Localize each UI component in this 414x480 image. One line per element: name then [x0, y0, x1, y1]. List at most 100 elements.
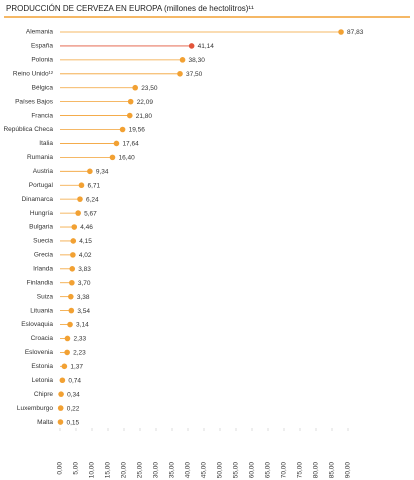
value-label: 23,50 — [141, 85, 158, 92]
dot — [59, 377, 66, 384]
value-label: 3,14 — [76, 322, 89, 329]
category-label: Grecia — [34, 252, 54, 259]
dot — [87, 168, 93, 175]
category-label: Suecia — [33, 238, 53, 245]
category-label: Portugal — [29, 182, 54, 189]
value-label: 2,23 — [73, 350, 86, 357]
dot — [71, 224, 78, 230]
value-label: 87,83 — [347, 29, 364, 36]
dot — [70, 238, 77, 244]
category-label: Suiza — [37, 293, 54, 300]
x-tick-label: 55,00 — [233, 462, 240, 479]
category-label: Bulgaria — [29, 224, 53, 231]
dot — [67, 321, 73, 328]
category-label: Malta — [37, 419, 53, 426]
dot — [109, 154, 116, 161]
dot — [58, 391, 64, 397]
dot — [113, 140, 120, 147]
category-label: Irlanda — [33, 266, 53, 273]
x-tick-label: 0,00 — [57, 462, 64, 475]
x-tick-label: 40,00 — [185, 462, 192, 479]
category-label: Eslovaquia — [21, 321, 53, 328]
value-label: 0,15 — [66, 419, 79, 426]
category-label: Chipre — [34, 391, 54, 398]
dot — [75, 210, 81, 216]
x-tick-label: 15,00 — [105, 462, 112, 479]
dot — [119, 126, 126, 133]
value-label: 0,34 — [67, 391, 80, 398]
value-label: 0,74 — [68, 377, 81, 384]
category-label: Croacia — [31, 335, 54, 342]
dot — [188, 43, 195, 49]
category-label: Italia — [39, 140, 53, 147]
value-label: 9,34 — [96, 169, 109, 176]
x-tick-label: 60,00 — [249, 462, 256, 479]
dot — [57, 419, 64, 425]
value-label: 6,24 — [86, 196, 99, 203]
value-label: 3,70 — [78, 280, 91, 287]
value-label: 38,30 — [189, 57, 206, 64]
value-label: 3,54 — [77, 308, 90, 315]
value-label: 2,33 — [73, 336, 86, 343]
value-label: 16,40 — [118, 155, 135, 162]
x-tick-label: 85,00 — [329, 462, 336, 479]
category-label: Letonia — [32, 377, 54, 384]
x-tick-label: 5,00 — [73, 462, 80, 475]
value-label: 17,64 — [122, 141, 139, 148]
category-label: Bélgica — [32, 84, 54, 91]
dot — [338, 29, 344, 35]
x-tick-label: 75,00 — [297, 462, 304, 479]
value-label: 4,46 — [80, 224, 93, 231]
category-label: Francia — [31, 112, 53, 119]
value-label: 4,02 — [79, 252, 92, 259]
category-label: Reino Unido¹² — [13, 71, 54, 78]
x-tick-label: 90,00 — [345, 462, 352, 479]
value-label: 3,38 — [77, 294, 90, 301]
value-label: 19,56 — [129, 127, 146, 134]
dot — [61, 363, 68, 370]
dot — [179, 57, 186, 63]
category-label: República Checa — [3, 126, 53, 133]
x-tick-label: 30,00 — [153, 462, 160, 479]
dot — [126, 112, 133, 119]
dot — [132, 84, 138, 91]
x-tick-label: 25,00 — [137, 462, 144, 479]
dot — [78, 182, 85, 189]
x-tick-label: 20,00 — [121, 462, 128, 479]
value-label: 3,83 — [78, 266, 91, 273]
value-label: 5,67 — [84, 210, 97, 217]
category-label: Rumania — [27, 154, 53, 161]
category-label: Alemania — [26, 29, 53, 36]
category-label: Países Bajos — [15, 98, 54, 105]
category-label: Hungría — [30, 210, 54, 217]
x-tick-label: 35,00 — [169, 462, 176, 479]
dot — [68, 307, 75, 314]
dot — [77, 196, 83, 202]
category-label: Polonia — [31, 57, 53, 64]
category-label: España — [31, 43, 53, 50]
value-label: 22,09 — [137, 99, 154, 106]
chart-title: PRODUCCIÓN DE CERVEZA EN EUROPA (millone… — [6, 4, 254, 13]
category-label: Luxemburgo — [17, 405, 54, 412]
dot — [70, 252, 76, 258]
dot — [127, 98, 134, 105]
value-label: 41,14 — [198, 43, 215, 50]
dot — [69, 266, 76, 272]
dot — [64, 349, 70, 356]
x-tick-label: 80,00 — [313, 462, 320, 479]
value-label: 21,80 — [136, 113, 153, 120]
value-label: 6,71 — [87, 182, 100, 189]
category-label: Lituania — [30, 307, 53, 314]
x-tick-label: 45,00 — [201, 462, 208, 479]
x-tick-label: 50,00 — [217, 462, 224, 479]
value-label: 37,50 — [186, 71, 203, 78]
value-label: 0,22 — [67, 405, 80, 412]
category-label: Finlandia — [27, 279, 54, 286]
dot — [69, 279, 75, 286]
x-tick-label: 10,00 — [89, 462, 96, 479]
x-tick-label: 65,00 — [265, 462, 272, 479]
dot — [177, 70, 183, 77]
category-label: Dinamarca — [22, 196, 54, 203]
dot — [64, 335, 71, 342]
